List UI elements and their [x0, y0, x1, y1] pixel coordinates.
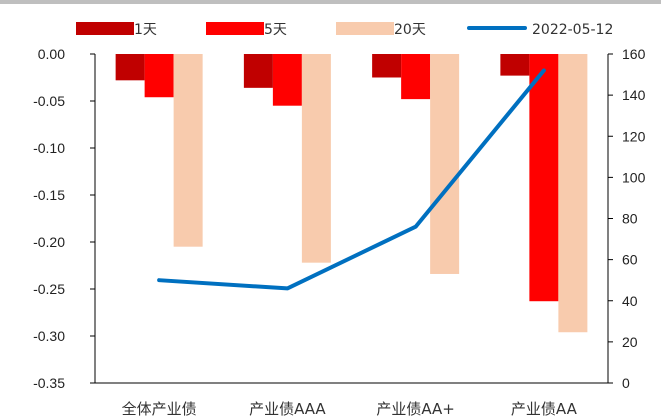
y-right-tick-label: 160	[622, 46, 646, 62]
y-left-tick-label: -0.05	[33, 93, 65, 109]
bar-2-4	[529, 54, 558, 301]
bar-1-3	[372, 54, 401, 78]
legend-label: 20天	[394, 22, 426, 38]
y-left-tick-label: -0.30	[33, 328, 65, 344]
y-right-tick-label: 40	[622, 293, 638, 309]
bar-3-1	[174, 54, 203, 247]
bar-3-3	[430, 54, 459, 274]
y-right-tick-label: 20	[622, 334, 638, 350]
legend-swatch-2	[206, 22, 264, 35]
line-series-1	[159, 70, 544, 288]
y-right-tick-label: 140	[622, 87, 646, 103]
legend: 1天 5天 20天 2022-05-12	[76, 22, 613, 38]
legend-swatch-1	[76, 22, 134, 35]
legend-label: 2022-05-12	[532, 22, 613, 38]
bar-3-2	[302, 54, 331, 263]
legend-swatch-3	[336, 22, 394, 35]
y-left-tick-label: -0.25	[33, 281, 65, 297]
y-right-tick-label: 120	[622, 128, 646, 144]
x-category-label: 产业债AA	[511, 400, 578, 418]
legend-label: 1天	[134, 22, 157, 38]
bar-2-1	[145, 54, 174, 97]
y-left-tick-label: -0.20	[33, 234, 65, 250]
y-left-tick-label: 0.00	[38, 46, 65, 62]
line-series	[159, 70, 544, 288]
x-category-label: 产业债AA+	[376, 400, 455, 418]
bar-1-4	[500, 54, 529, 76]
bar-series	[116, 54, 588, 332]
bar-1-1	[116, 54, 145, 80]
y-right-tick-label: 60	[622, 252, 638, 268]
x-category-label: 全体产业债	[122, 400, 197, 418]
bar-1-2	[244, 54, 273, 88]
y-right-tick-label: 100	[622, 169, 646, 185]
bar-3-4	[558, 54, 587, 332]
x-category-label: 产业债AAA	[249, 400, 326, 418]
y-left-tick-label: -0.35	[33, 375, 65, 391]
y-right-tick-label: 0	[622, 375, 630, 391]
y-left-tick-label: -0.15	[33, 187, 65, 203]
bar-2-2	[273, 54, 302, 106]
top-border	[0, 0, 661, 4]
y-right-tick-label: 80	[622, 211, 638, 227]
bar-2-3	[401, 54, 430, 99]
legend-label: 5天	[264, 22, 287, 38]
y-left-tick-label: -0.10	[33, 140, 65, 156]
